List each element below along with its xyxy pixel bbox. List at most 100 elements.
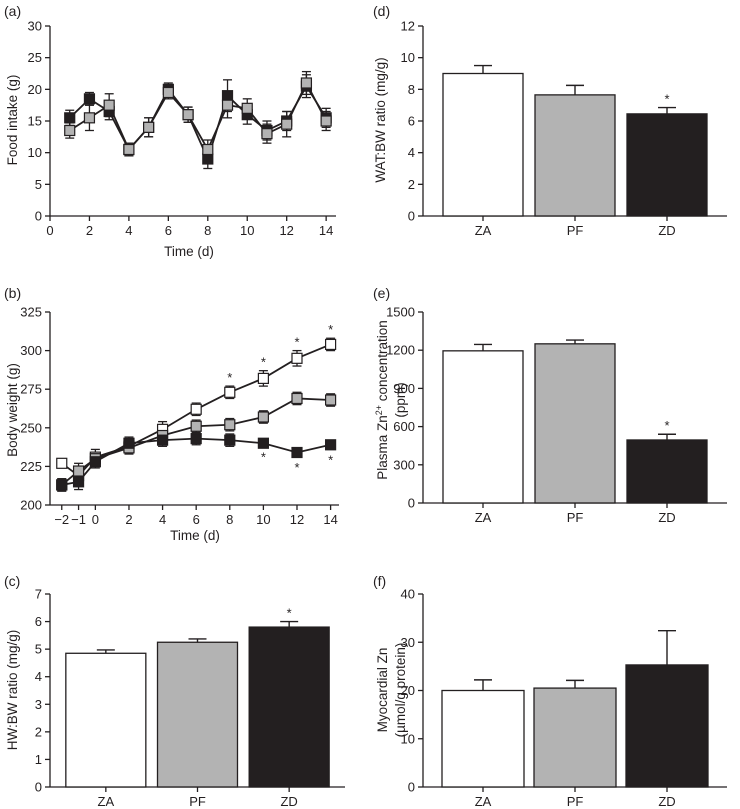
y-tick-label: 275 (20, 382, 42, 397)
x-tick-label: 14 (319, 223, 333, 238)
x-tick-label: 0 (92, 512, 99, 527)
x-tick-label: ZD (658, 223, 675, 238)
bar-za (442, 72, 524, 217)
data-point-PF (190, 420, 202, 432)
data-point-ZD (123, 437, 135, 449)
x-tick-label: 8 (226, 512, 233, 527)
significance-marker: * (294, 460, 299, 475)
y-tick-label: 30 (28, 19, 42, 34)
x-tick-label: ZA (98, 794, 115, 809)
data-point-PF (143, 121, 155, 133)
y-axis-label: Plasma Zn2+ concentration (374, 320, 390, 480)
y-tick-label: 7 (35, 587, 42, 602)
x-tick-label: 14 (323, 512, 337, 527)
panel-label: (a) (4, 3, 21, 19)
y-tick-label: 3 (35, 697, 42, 712)
data-point-ZD (64, 112, 76, 124)
data-point-ZA (324, 338, 337, 351)
data-point-PF (320, 115, 332, 127)
bar-pf (533, 687, 617, 788)
x-tick-label: −2 (54, 512, 69, 527)
x-tick-label: 12 (279, 223, 293, 238)
panel-c-hw-bw-ratio: (c) HW:BW ratio (mg/g) 0 1 2 3 4 5 6 7 ZA PF ZD * (4, 573, 345, 809)
data-point-PF (221, 99, 234, 111)
bar-pf (156, 641, 239, 788)
x-axis-label: Time (d) (164, 244, 214, 259)
y-tick-label: 4 (35, 669, 42, 684)
data-point-ZD (202, 153, 214, 165)
panel-e-plasma-zn: (e) Plasma Zn2+ concentration (ppm) 0 300… (373, 285, 727, 525)
x-tick-label: ZA (475, 794, 492, 809)
y-tick-label: 250 (20, 420, 42, 435)
y-axis-label-units: (ppm) (393, 382, 408, 417)
significance-marker: * (328, 452, 333, 467)
panel-label: (e) (373, 285, 390, 301)
bar-za (442, 350, 524, 504)
data-point-PF (257, 411, 269, 423)
data-point-PF (103, 99, 115, 111)
data-point-ZD (89, 456, 101, 468)
y-tick-label: 8 (408, 82, 415, 97)
bar-zd (248, 626, 330, 788)
y-tick-label: 5 (35, 642, 42, 657)
significance-marker: * (664, 92, 669, 107)
x-tick-label: 4 (125, 223, 132, 238)
data-point-ZD (83, 93, 96, 105)
y-tick-label: 900 (393, 381, 415, 396)
y-axis-label: Food intake (g) (5, 75, 20, 166)
x-tick-label: 12 (290, 512, 304, 527)
panel-label: (c) (4, 573, 20, 589)
y-axis-label: Myocardial Zn (375, 648, 390, 733)
panel-b-body-weight: (b) Body weight (g) Time (d) 200 225 250 27… (4, 285, 339, 543)
data-point-PF (261, 128, 273, 140)
data-point-ZD (190, 433, 202, 445)
data-point-PF (123, 143, 135, 156)
y-tick-label: 6 (35, 614, 42, 629)
data-point-ZA (257, 372, 269, 384)
significance-marker: * (227, 370, 232, 385)
y-tick-label: 0 (35, 780, 42, 795)
data-point-ZD (291, 446, 303, 459)
panel-label: (d) (373, 3, 390, 19)
bar-za (65, 652, 147, 788)
x-tick-label: ZD (658, 794, 675, 809)
significance-marker: * (261, 355, 266, 370)
data-point-PF (281, 118, 293, 130)
data-point-PF (291, 392, 303, 405)
panel-a-food-intake: (a) Food intake (g) Time (d) 05101520253… (4, 3, 336, 259)
bar-zd (626, 113, 708, 217)
panel-label: (b) (4, 285, 21, 301)
series-line-ZA (61, 343, 331, 477)
x-tick-label: 10 (240, 223, 254, 238)
data-point-ZA (291, 352, 303, 364)
y-tick-label: 300 (393, 457, 415, 472)
y-tick-label: 6 (408, 114, 415, 129)
series-line-ZD (61, 437, 331, 486)
x-tick-label: 8 (204, 223, 211, 238)
data-point-ZD (324, 439, 337, 451)
x-tick-label: 6 (165, 223, 172, 238)
y-tick-label: 10 (401, 50, 415, 65)
bar-za (441, 689, 525, 788)
y-tick-label: 0 (408, 209, 415, 224)
data-point-PF (324, 394, 337, 406)
data-point-ZA (56, 457, 68, 469)
panel-d-wat-bw-ratio: (d) WAT:BW ratio (mg/g) 0 2 4 6 8 10 12 ZA PF ZD * (373, 3, 727, 238)
y-tick-label: 200 (20, 498, 42, 513)
x-tick-label: 2 (86, 223, 93, 238)
y-tick-label: 2 (35, 724, 42, 739)
y-axis-label: HW:BW ratio (mg/g) (5, 630, 20, 751)
y-axis-label: Body weight (g) (5, 363, 20, 457)
data-point-ZD (224, 434, 236, 446)
y-tick-label: 5 (35, 177, 42, 192)
y-tick-label: 4 (408, 145, 415, 160)
x-tick-label: PF (567, 794, 584, 809)
x-tick-label: PF (567, 223, 584, 238)
y-axis-label: WAT:BW ratio (mg/g) (373, 57, 388, 182)
y-tick-label: 0 (408, 780, 415, 795)
x-tick-label: 4 (159, 512, 166, 527)
x-tick-label: 6 (193, 512, 200, 527)
x-tick-label: ZD (658, 510, 675, 525)
bar-pf (534, 94, 616, 217)
